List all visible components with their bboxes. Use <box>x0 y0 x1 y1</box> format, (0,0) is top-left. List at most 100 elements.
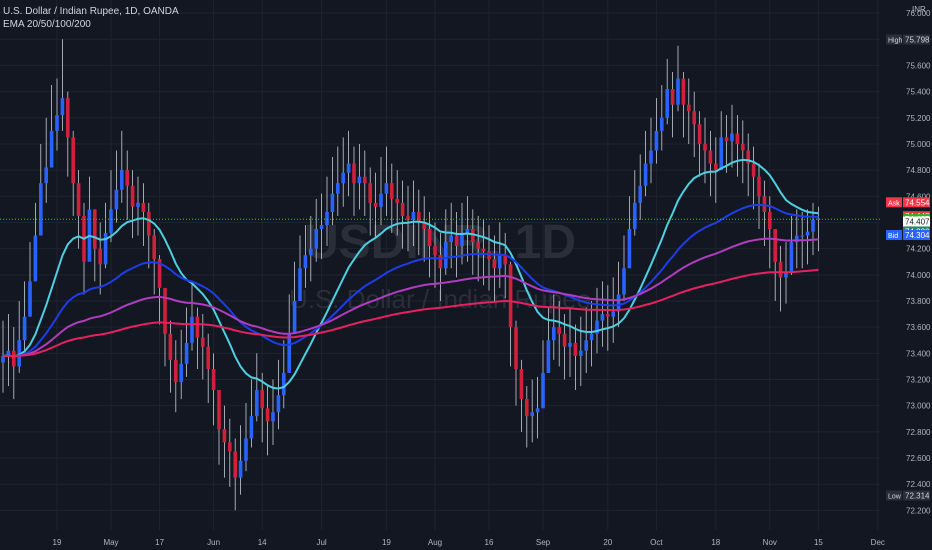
candle-body <box>1 355 5 363</box>
price-tick-label: 74.800 <box>906 166 931 175</box>
price-tag-2-value: 74.407 <box>905 218 930 227</box>
candle-body <box>481 248 486 252</box>
candle-body <box>805 231 810 236</box>
time-tick-label: 20 <box>603 538 612 547</box>
time-tick-label: Oct <box>650 538 663 547</box>
price-tick-label: 73.200 <box>906 376 931 385</box>
candle-body <box>44 167 48 184</box>
candle-body <box>676 78 680 105</box>
candle-body <box>341 172 345 184</box>
low-tag-value: 72.314 <box>905 491 930 500</box>
price-axis[interactable]: 76.00075.80075.60075.40075.20075.00074.8… <box>880 0 932 550</box>
time-tick-label: 14 <box>258 538 267 547</box>
candle-body <box>373 202 378 207</box>
candle-body <box>773 229 777 262</box>
price-tick-label: 74.200 <box>906 245 931 254</box>
indicator-label[interactable]: EMA 20/50/100/200 <box>3 19 91 30</box>
candle-body <box>508 264 513 328</box>
candle-body <box>670 88 675 105</box>
candle-body <box>492 259 497 269</box>
candle-body <box>6 350 11 356</box>
candle-body <box>476 242 480 249</box>
low-tag-label-bg <box>886 490 902 501</box>
high-tag-bg <box>903 34 930 45</box>
candle-body <box>406 215 410 220</box>
candle-body <box>244 438 248 461</box>
candle-body <box>130 185 135 207</box>
price-tick-label: 76.000 <box>906 9 931 18</box>
price-tick-label: 72.600 <box>906 454 931 463</box>
ask-tag-label-bg <box>886 197 902 208</box>
high-tag-value: 75.798 <box>905 36 930 45</box>
candle-body <box>411 212 416 220</box>
candle-body <box>800 235 804 237</box>
candle-body <box>55 115 59 131</box>
candle-body <box>768 212 772 230</box>
candle-body <box>606 314 610 317</box>
candle-body <box>595 320 599 334</box>
candle-body <box>357 176 362 184</box>
price-tick-label: 73.600 <box>906 323 931 332</box>
candle-body <box>309 248 313 256</box>
candle-body <box>735 133 740 144</box>
candle-body <box>249 416 254 439</box>
candle-body <box>687 104 691 112</box>
chart-legend: U.S. Dollar / Indian Rupee, 1D, OANDA EM… <box>3 5 179 31</box>
candle-body <box>184 342 189 364</box>
time-tick-label: 17 <box>155 538 164 547</box>
symbol-title[interactable]: U.S. Dollar / Indian Rupee, 1D, OANDA <box>3 6 179 17</box>
price-tick-label: 72.400 <box>906 480 931 489</box>
time-axis[interactable]: 19 May 17 Jun 14 Jul 19 Aug 16 Sep 20 Oct 18 Nov 15 Dec <box>53 538 885 547</box>
candle-body <box>195 316 200 338</box>
price-tick-label: 75.600 <box>906 61 931 70</box>
candle-body <box>103 232 108 265</box>
candle-body <box>390 183 394 199</box>
candle-body <box>298 268 302 301</box>
candle-body <box>757 176 761 197</box>
candle-body <box>400 202 405 216</box>
candle-body <box>319 225 324 230</box>
candle-body <box>325 212 329 226</box>
candle-body <box>525 399 529 417</box>
candle-body <box>611 311 615 317</box>
price-axis-bg <box>880 0 932 550</box>
candle-body <box>395 198 399 203</box>
bid-tag-label: Bid <box>888 233 898 240</box>
candle-body <box>201 337 205 347</box>
candle-body <box>454 235 459 247</box>
candle-body <box>471 229 475 243</box>
price-tag-2-bg <box>903 216 930 227</box>
candle-body <box>789 242 794 273</box>
candle-body <box>681 78 686 105</box>
candle-body <box>39 183 43 236</box>
candle-body <box>147 212 151 236</box>
candle-body <box>255 389 259 417</box>
candle-body <box>303 255 308 269</box>
price-tick-label: 75.000 <box>906 140 931 149</box>
candle-body <box>649 150 653 164</box>
ema-20-line <box>2 158 819 390</box>
candle-body <box>330 193 335 212</box>
candle-body <box>751 163 756 177</box>
candle-body <box>141 202 146 212</box>
candle-body <box>660 117 664 131</box>
candle-body <box>708 150 713 164</box>
candle-body <box>422 222 426 230</box>
candle-body <box>546 340 551 373</box>
candle-body <box>784 272 788 278</box>
candle-body <box>49 130 54 168</box>
time-tick-label: Nov <box>763 538 777 547</box>
candle-body <box>460 232 464 247</box>
candle-body <box>71 137 75 184</box>
bid-tag-label-bg <box>886 230 902 241</box>
low-tag-label: Low <box>888 493 902 500</box>
time-tick-label: May <box>103 538 118 547</box>
price-tick-label: 74.000 <box>906 271 931 280</box>
candle-body <box>811 219 815 232</box>
candle-body <box>271 412 275 422</box>
time-tick-label: Jul <box>316 538 326 547</box>
candle-body <box>282 372 286 396</box>
candle-body <box>157 259 162 288</box>
